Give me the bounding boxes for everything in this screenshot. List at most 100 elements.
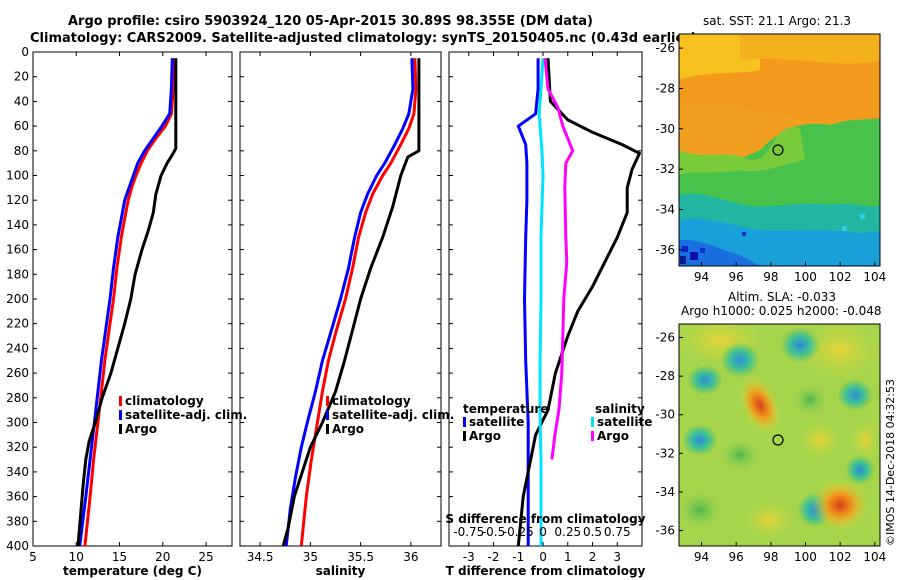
- series-line-t-satellite: [516, 58, 540, 546]
- series-line-s-argo: [543, 58, 575, 460]
- y-tick-label: 60: [14, 119, 29, 133]
- y-tick-label: 360: [6, 490, 29, 504]
- legend-label: Argo: [125, 422, 157, 436]
- x-tick-label: 35: [303, 550, 318, 564]
- x-tick-label: 34.5: [247, 550, 274, 564]
- series-line-t-argo: [516, 58, 641, 547]
- sst-map-title: sat. SST: 21.1 Argo: 21.3: [703, 14, 851, 28]
- map-lat-tick-label: -32: [655, 162, 675, 176]
- legend-label: Argo: [332, 422, 364, 436]
- sla-map-image: [679, 324, 880, 546]
- x-tick-label: 5: [29, 550, 37, 564]
- x-tick-label: 2: [589, 550, 597, 564]
- x-tick-label: 20: [155, 550, 170, 564]
- map-lat-tick-label: -36: [655, 243, 675, 257]
- map-lat-tick-label: -34: [655, 485, 675, 499]
- map-lat-tick-label: -26: [655, 41, 675, 55]
- sla-map-ticks: 94 96 98 100 102 104 -26 -28 -30 -32 -34 -36: [655, 331, 886, 564]
- map-lon-tick-label: 94: [694, 270, 709, 284]
- y-tick-label: 200: [6, 292, 29, 306]
- y-tick-label: 0: [21, 45, 29, 59]
- y-tick-label: 340: [6, 465, 29, 479]
- y-tick-label: 160: [6, 243, 29, 257]
- sla-map-title-line-1: Altim. SLA: -0.033: [728, 290, 836, 304]
- x-tick-label: 36: [403, 550, 418, 564]
- s-tick-label: -0.75: [453, 525, 484, 539]
- y-tick-label: 140: [6, 218, 29, 232]
- map-lat-tick-label: -26: [655, 331, 675, 345]
- y-tick-label: 80: [14, 144, 29, 158]
- legend-title-salinity: salinity: [595, 402, 645, 416]
- y-tick-label: 400: [6, 539, 29, 553]
- y-tick-label: 180: [6, 267, 29, 281]
- legend-label: climatology: [332, 394, 411, 408]
- legend-swatch: [463, 431, 466, 441]
- y-tick-label: 380: [6, 514, 29, 528]
- map-lon-tick-label: 98: [763, 270, 778, 284]
- s-tick-label: -0.5: [482, 525, 505, 539]
- series-line-argo: [281, 58, 421, 547]
- legend-swatch: [326, 410, 329, 420]
- legend-label: Argo: [469, 429, 501, 443]
- sst-map-image: [679, 34, 880, 266]
- y-tick-label: 100: [6, 169, 29, 183]
- panel-salinity: 34.5 35 35.5 36 salinity climatologysatellite…: [239, 51, 454, 578]
- y-tick-label: 300: [6, 416, 29, 430]
- legend-label: satellite-adj. clim.: [125, 408, 247, 422]
- map-lat-tick-label: -34: [655, 203, 675, 217]
- s-tick-label: -0.25: [503, 525, 534, 539]
- x-tick-label: 3: [613, 550, 621, 564]
- legend-label: satellite-adj. clim.: [332, 408, 454, 422]
- series-line-satellite-adj-clim-: [78, 58, 174, 547]
- legend-swatch: [119, 424, 122, 434]
- x-tick-label: 1: [564, 550, 572, 564]
- map-lat-tick-label: -30: [655, 122, 675, 136]
- y-tick-label: 120: [6, 193, 29, 207]
- map-lat-tick-label: -28: [655, 81, 675, 95]
- s-axis-label: S difference from climatology: [445, 512, 645, 526]
- legend-label: satellite: [469, 415, 524, 429]
- map-lon-tick-label: 98: [763, 550, 778, 564]
- legend-swatch: [119, 396, 122, 406]
- profile-plots: 0204060801001201401601802002202402602803…: [6, 45, 652, 578]
- legend-swatch: [591, 431, 594, 441]
- legend-title-temperature: temperature: [463, 402, 548, 416]
- legend-swatch: [326, 396, 329, 406]
- legend-swatch: [463, 417, 466, 427]
- s-tick-label: 0.75: [604, 525, 631, 539]
- sla-map-title-line-2: Argo h1000: 0.025 h2000: -0.048: [681, 304, 882, 318]
- panel-difference: -3 -2 -1 0 1 2 3T difference from climatology -…: [445, 51, 652, 578]
- series-line-climatology: [299, 58, 418, 547]
- x-tick-label: 15: [112, 550, 127, 564]
- title-line-2: Climatology: CARS2009. Satellite-adjuste…: [30, 31, 697, 46]
- y-tick-label: 40: [14, 94, 29, 108]
- panel-frame: [448, 51, 643, 547]
- legend-swatch: [119, 410, 122, 420]
- map-lon-tick-label: 100: [794, 270, 817, 284]
- legend-label: climatology: [125, 394, 204, 408]
- s-tick-label: 0.5: [583, 525, 602, 539]
- x-tick-label: -1: [512, 550, 524, 564]
- series-line-argo: [76, 58, 178, 547]
- legend-label: satellite: [597, 415, 652, 429]
- y-tick-label: 240: [6, 341, 29, 355]
- map-lon-tick-label: 94: [694, 550, 709, 564]
- map-lat-tick-label: -30: [655, 408, 675, 422]
- s-tick-label: 0.25: [554, 525, 581, 539]
- y-tick-label: 20: [14, 70, 29, 84]
- y-tick-label: 220: [6, 317, 29, 331]
- map-lon-tick-label: 104: [863, 270, 886, 284]
- x-tick-label: 35.5: [347, 550, 374, 564]
- map-lon-tick-label: 100: [794, 550, 817, 564]
- legend-label: Argo: [597, 429, 629, 443]
- x-tick-label: 10: [69, 550, 84, 564]
- map-lat-tick-label: -32: [655, 446, 675, 460]
- x-tick-label: 0: [539, 550, 547, 564]
- title-line-1: Argo profile: csiro 5903924_120 05-Apr-2…: [68, 14, 593, 29]
- series-line-satellite-adj-clim-: [284, 58, 415, 547]
- map-lat-tick-label: -36: [655, 524, 675, 538]
- map-lon-tick-label: 96: [729, 550, 744, 564]
- map-lat-tick-label: -28: [655, 369, 675, 383]
